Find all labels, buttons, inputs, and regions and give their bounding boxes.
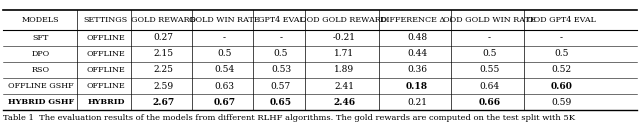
- Text: 2.46: 2.46: [333, 98, 355, 107]
- Text: 0.54: 0.54: [214, 65, 234, 74]
- Text: OFFLINE: OFFLINE: [86, 82, 125, 90]
- Text: 0.55: 0.55: [479, 65, 499, 74]
- Text: 0.66: 0.66: [478, 98, 500, 107]
- Text: OOD GPT4 EVAL: OOD GPT4 EVAL: [527, 16, 596, 24]
- Text: 0.60: 0.60: [550, 82, 573, 91]
- Text: 2.15: 2.15: [154, 49, 173, 58]
- Text: 0.59: 0.59: [552, 98, 572, 107]
- Text: 0.5: 0.5: [482, 49, 497, 58]
- Text: 2.59: 2.59: [154, 82, 173, 91]
- Text: RSO: RSO: [32, 66, 50, 74]
- Text: DIFFERENCE Δ ↓: DIFFERENCE Δ ↓: [380, 16, 454, 24]
- Text: 0.52: 0.52: [552, 65, 572, 74]
- Text: GOLD REWARD: GOLD REWARD: [131, 16, 196, 24]
- Text: Table 1  The evaluation results of the models from different RLHF algorithms. Th: Table 1 The evaluation results of the mo…: [3, 114, 575, 122]
- Text: 2.25: 2.25: [154, 65, 173, 74]
- Text: 0.44: 0.44: [407, 49, 427, 58]
- Text: 0.27: 0.27: [154, 33, 173, 42]
- Text: 0.48: 0.48: [407, 33, 427, 42]
- Text: 0.5: 0.5: [274, 49, 288, 58]
- Text: 0.63: 0.63: [214, 82, 234, 91]
- Text: OOD GOLD REWARD: OOD GOLD REWARD: [300, 16, 388, 24]
- Text: 2.67: 2.67: [152, 98, 175, 107]
- Text: HYBRID: HYBRID: [87, 98, 125, 106]
- Text: -: -: [280, 33, 282, 42]
- Text: MODELS: MODELS: [22, 16, 60, 24]
- Text: GPT4 EVAL: GPT4 EVAL: [257, 16, 305, 24]
- Text: 0.53: 0.53: [271, 65, 291, 74]
- Text: 0.5: 0.5: [217, 49, 232, 58]
- Text: OFFLINE: OFFLINE: [86, 34, 125, 42]
- Text: 0.5: 0.5: [554, 49, 569, 58]
- Text: OFFLINE: OFFLINE: [86, 66, 125, 74]
- Text: 2.41: 2.41: [334, 82, 354, 91]
- Text: GOLD WIN RATE: GOLD WIN RATE: [189, 16, 260, 24]
- Text: -: -: [488, 33, 491, 42]
- Text: SETTINGS: SETTINGS: [84, 16, 128, 24]
- Text: -: -: [223, 33, 226, 42]
- Text: HYBRID GSHF: HYBRID GSHF: [8, 98, 74, 106]
- Text: 0.21: 0.21: [407, 98, 427, 107]
- Text: 0.57: 0.57: [271, 82, 291, 91]
- Text: 0.67: 0.67: [213, 98, 236, 107]
- Text: OFFLINE GSHF: OFFLINE GSHF: [8, 82, 74, 90]
- Text: 0.64: 0.64: [479, 82, 499, 91]
- Text: -: -: [560, 33, 563, 42]
- Text: 0.36: 0.36: [407, 65, 427, 74]
- Text: 1.71: 1.71: [334, 49, 354, 58]
- Text: 1.89: 1.89: [334, 65, 354, 74]
- Text: -0.21: -0.21: [333, 33, 355, 42]
- Text: SFT: SFT: [33, 34, 49, 42]
- Text: OFFLINE: OFFLINE: [86, 50, 125, 58]
- Text: DPO: DPO: [32, 50, 50, 58]
- Text: 0.18: 0.18: [406, 82, 428, 91]
- Text: 0.65: 0.65: [270, 98, 292, 107]
- Text: OOD GOLD WIN RATE: OOD GOLD WIN RATE: [443, 16, 536, 24]
